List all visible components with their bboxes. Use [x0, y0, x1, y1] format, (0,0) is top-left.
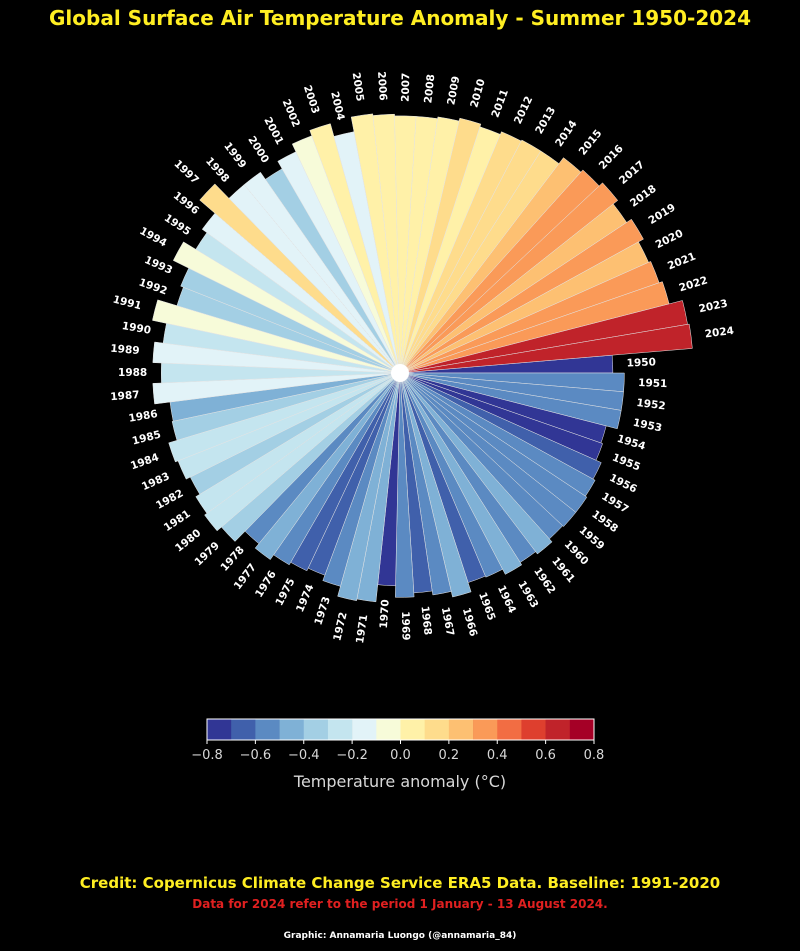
colorbar-swatch	[497, 719, 522, 740]
year-label-1988: 1988	[118, 367, 147, 379]
colorbar-label: Temperature anomaly (°C)	[293, 772, 506, 791]
colorbar-tick-label: −0.6	[240, 748, 272, 763]
bar-1977	[254, 372, 401, 560]
bar-1994	[172, 241, 401, 374]
bar-1973	[322, 372, 401, 587]
year-label-1952: 1952	[636, 397, 667, 413]
colorbar-swatch	[279, 719, 305, 740]
year-label-1986: 1986	[128, 408, 159, 425]
colorbar-tick-label: −0.8	[191, 748, 223, 763]
colorbar-swatch	[473, 719, 498, 740]
bar-1959	[399, 372, 577, 527]
center-hub	[391, 364, 409, 382]
bar-1961	[399, 372, 553, 555]
year-label-1971: 1971	[354, 614, 370, 645]
bar-1972	[337, 372, 401, 602]
colorbar-tick-label: −0.4	[288, 748, 320, 763]
colorbar-swatch	[352, 719, 377, 740]
colorbar-swatch	[400, 719, 425, 740]
bar-2006	[372, 113, 401, 374]
bar-1980	[204, 372, 401, 532]
year-label-1970: 1970	[378, 599, 392, 629]
colorbar-tick-label: 0.0	[390, 748, 411, 763]
year-label-2005: 2005	[350, 72, 366, 103]
colorbar-swatch	[569, 719, 595, 740]
bar-1997	[199, 183, 401, 374]
colorbar-tick-label: −0.2	[336, 748, 368, 763]
bar-1964	[399, 372, 503, 578]
bars	[152, 113, 693, 603]
colorbar-swatch	[303, 719, 329, 740]
bar-1987	[152, 372, 401, 405]
bar-1969	[395, 372, 415, 598]
year-label-2007: 2007	[400, 73, 413, 102]
year-label-1951: 1951	[638, 377, 668, 390]
colorbar-swatch	[207, 719, 232, 740]
bar-1999	[243, 171, 401, 374]
year-label-1969: 1969	[399, 611, 412, 640]
colorbar-swatch	[327, 719, 353, 740]
colorbar-swatch	[255, 719, 280, 740]
colorbar-swatch	[545, 719, 571, 740]
bar-1967	[399, 372, 452, 596]
bar-2024	[399, 323, 693, 374]
bar-2005	[350, 113, 401, 374]
colorbar-tick-label: 0.4	[487, 748, 508, 763]
bar-1963	[399, 372, 523, 575]
year-label-1987: 1987	[110, 389, 140, 403]
colorbar-swatch	[424, 719, 450, 740]
bar-1966	[399, 372, 472, 598]
bar-1991	[152, 299, 401, 374]
colorbar: −0.8 −0.6 −0.4 −0.2 0.0 0.2 0.4 0.6 0.8 Temperat…	[191, 718, 604, 791]
colorbar-swatch	[231, 719, 256, 740]
bar-2010	[399, 117, 482, 374]
bar-2003	[309, 123, 401, 374]
bar-1985	[171, 372, 401, 441]
bar-2019	[399, 218, 644, 374]
year-label-1989: 1989	[110, 343, 140, 357]
year-label-2008: 2008	[422, 74, 437, 104]
colorbar-tick-label: 0.6	[535, 748, 556, 763]
year-label-1967: 1967	[439, 606, 456, 637]
colorbar-tick-label: 0.8	[584, 748, 605, 763]
data-note: Data for 2024 refer to the period 1 Janu…	[192, 897, 608, 911]
colorbar-tick-label: 0.2	[439, 748, 460, 763]
bar-2017	[399, 182, 619, 374]
year-label-2023: 2023	[698, 298, 729, 316]
chart-title: Global Surface Air Temperature Anomaly -…	[49, 6, 751, 30]
bar-1981	[195, 372, 401, 514]
colorbar-ticks: −0.8 −0.6 −0.4 −0.2 0.0 0.2 0.4 0.6 0.8	[191, 740, 604, 763]
bar-1984	[168, 372, 401, 463]
year-label-1968: 1968	[419, 605, 434, 635]
polar-bar-chart: 1950195119521953195419551956195719581959…	[110, 71, 735, 645]
colorbar-swatch	[448, 719, 474, 740]
author-credit: Graphic: Annamaria Luongo (@annamaria_84…	[283, 931, 517, 941]
year-label-1953: 1953	[632, 417, 663, 435]
year-label-1950: 1950	[626, 356, 656, 369]
year-label-1990: 1990	[121, 320, 152, 337]
credit-text: Credit: Copernicus Climate Change Servic…	[79, 874, 721, 892]
year-label-2009: 2009	[445, 75, 462, 106]
colorbar-swatches	[207, 719, 595, 740]
colorbar-swatch	[521, 719, 546, 740]
colorbar-swatch	[376, 719, 401, 740]
year-label-2024: 2024	[704, 325, 735, 341]
year-label-2006: 2006	[375, 71, 389, 101]
